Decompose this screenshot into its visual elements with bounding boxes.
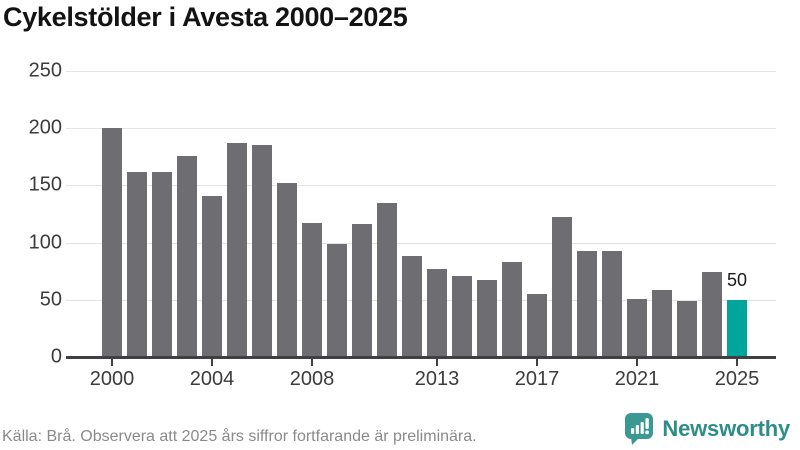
gridline-250 (66, 71, 776, 72)
x-axis-tick-mark (111, 359, 113, 366)
x-axis-tick-label: 2017 (514, 368, 560, 390)
x-axis-tick-label: 2008 (289, 368, 335, 390)
x-axis-tick-mark (211, 359, 213, 366)
gridline-100 (66, 242, 776, 244)
bar-2019 (577, 250, 597, 357)
y-axis-tick-label: 50 (39, 288, 62, 311)
bar-2008 (302, 223, 322, 357)
bar-2023 (677, 300, 697, 357)
y-axis-tick-label: 100 (28, 231, 62, 254)
bar-2016 (502, 262, 522, 357)
bar-2002 (152, 171, 172, 357)
x-axis-tick-mark (311, 359, 313, 366)
chart-title: Cykelstölder i Avesta 2000–2025 (3, 2, 408, 32)
y-axis-tick-label: 150 (28, 173, 62, 196)
bar-2011 (377, 202, 397, 357)
newsworthy-logo[interactable]: Newsworthy (624, 412, 790, 446)
source-note: Källa: Brå. Observera att 2025 års siffr… (2, 428, 477, 445)
x-axis-tick-mark (536, 359, 538, 366)
bar-2004 (202, 195, 222, 357)
bar-2007 (277, 183, 297, 357)
bar-2012 (402, 256, 422, 357)
newsworthy-wordmark: Newsworthy (662, 416, 790, 441)
bar-2015 (477, 280, 497, 357)
bar-2021 (627, 298, 647, 357)
x-axis-tick-label: 2021 (614, 368, 660, 390)
x-axis-tick-label: 2013 (414, 368, 460, 390)
x-axis-tick-label: 2004 (189, 368, 235, 390)
bar-2001 (127, 171, 147, 357)
x-axis-tick-label: 2025 (714, 368, 760, 390)
bar-2022 (652, 289, 672, 357)
gridline-200 (66, 128, 776, 130)
bar-2009 (327, 243, 347, 357)
y-axis-tick-label: 250 (28, 59, 62, 82)
bar-2024 (702, 272, 722, 357)
x-axis-line (66, 356, 776, 359)
bar-2003 (177, 155, 197, 357)
x-axis-tick-mark (636, 359, 638, 366)
x-axis-tick-mark (736, 359, 738, 366)
bar-2014 (452, 275, 472, 357)
bar-2018 (552, 217, 572, 357)
bar-2006 (252, 145, 272, 357)
y-axis-tick-label: 0 (50, 345, 62, 368)
bar-2000 (102, 128, 122, 357)
bar-2017 (527, 294, 547, 357)
bar-highlighted-2025 (727, 299, 747, 357)
bar-2005 (227, 143, 247, 357)
y-axis-tick-label: 200 (28, 116, 62, 139)
bar-2020 (602, 250, 622, 357)
bar-2013 (427, 268, 447, 357)
gridline-150 (66, 185, 776, 187)
bar-2010 (352, 224, 372, 357)
newsworthy-speech-bubble-bar-chart-icon (624, 412, 655, 446)
x-axis-tick-mark (436, 359, 438, 366)
x-axis-tick-label: 2000 (89, 368, 135, 390)
bar-value-label: 50 (726, 269, 748, 290)
